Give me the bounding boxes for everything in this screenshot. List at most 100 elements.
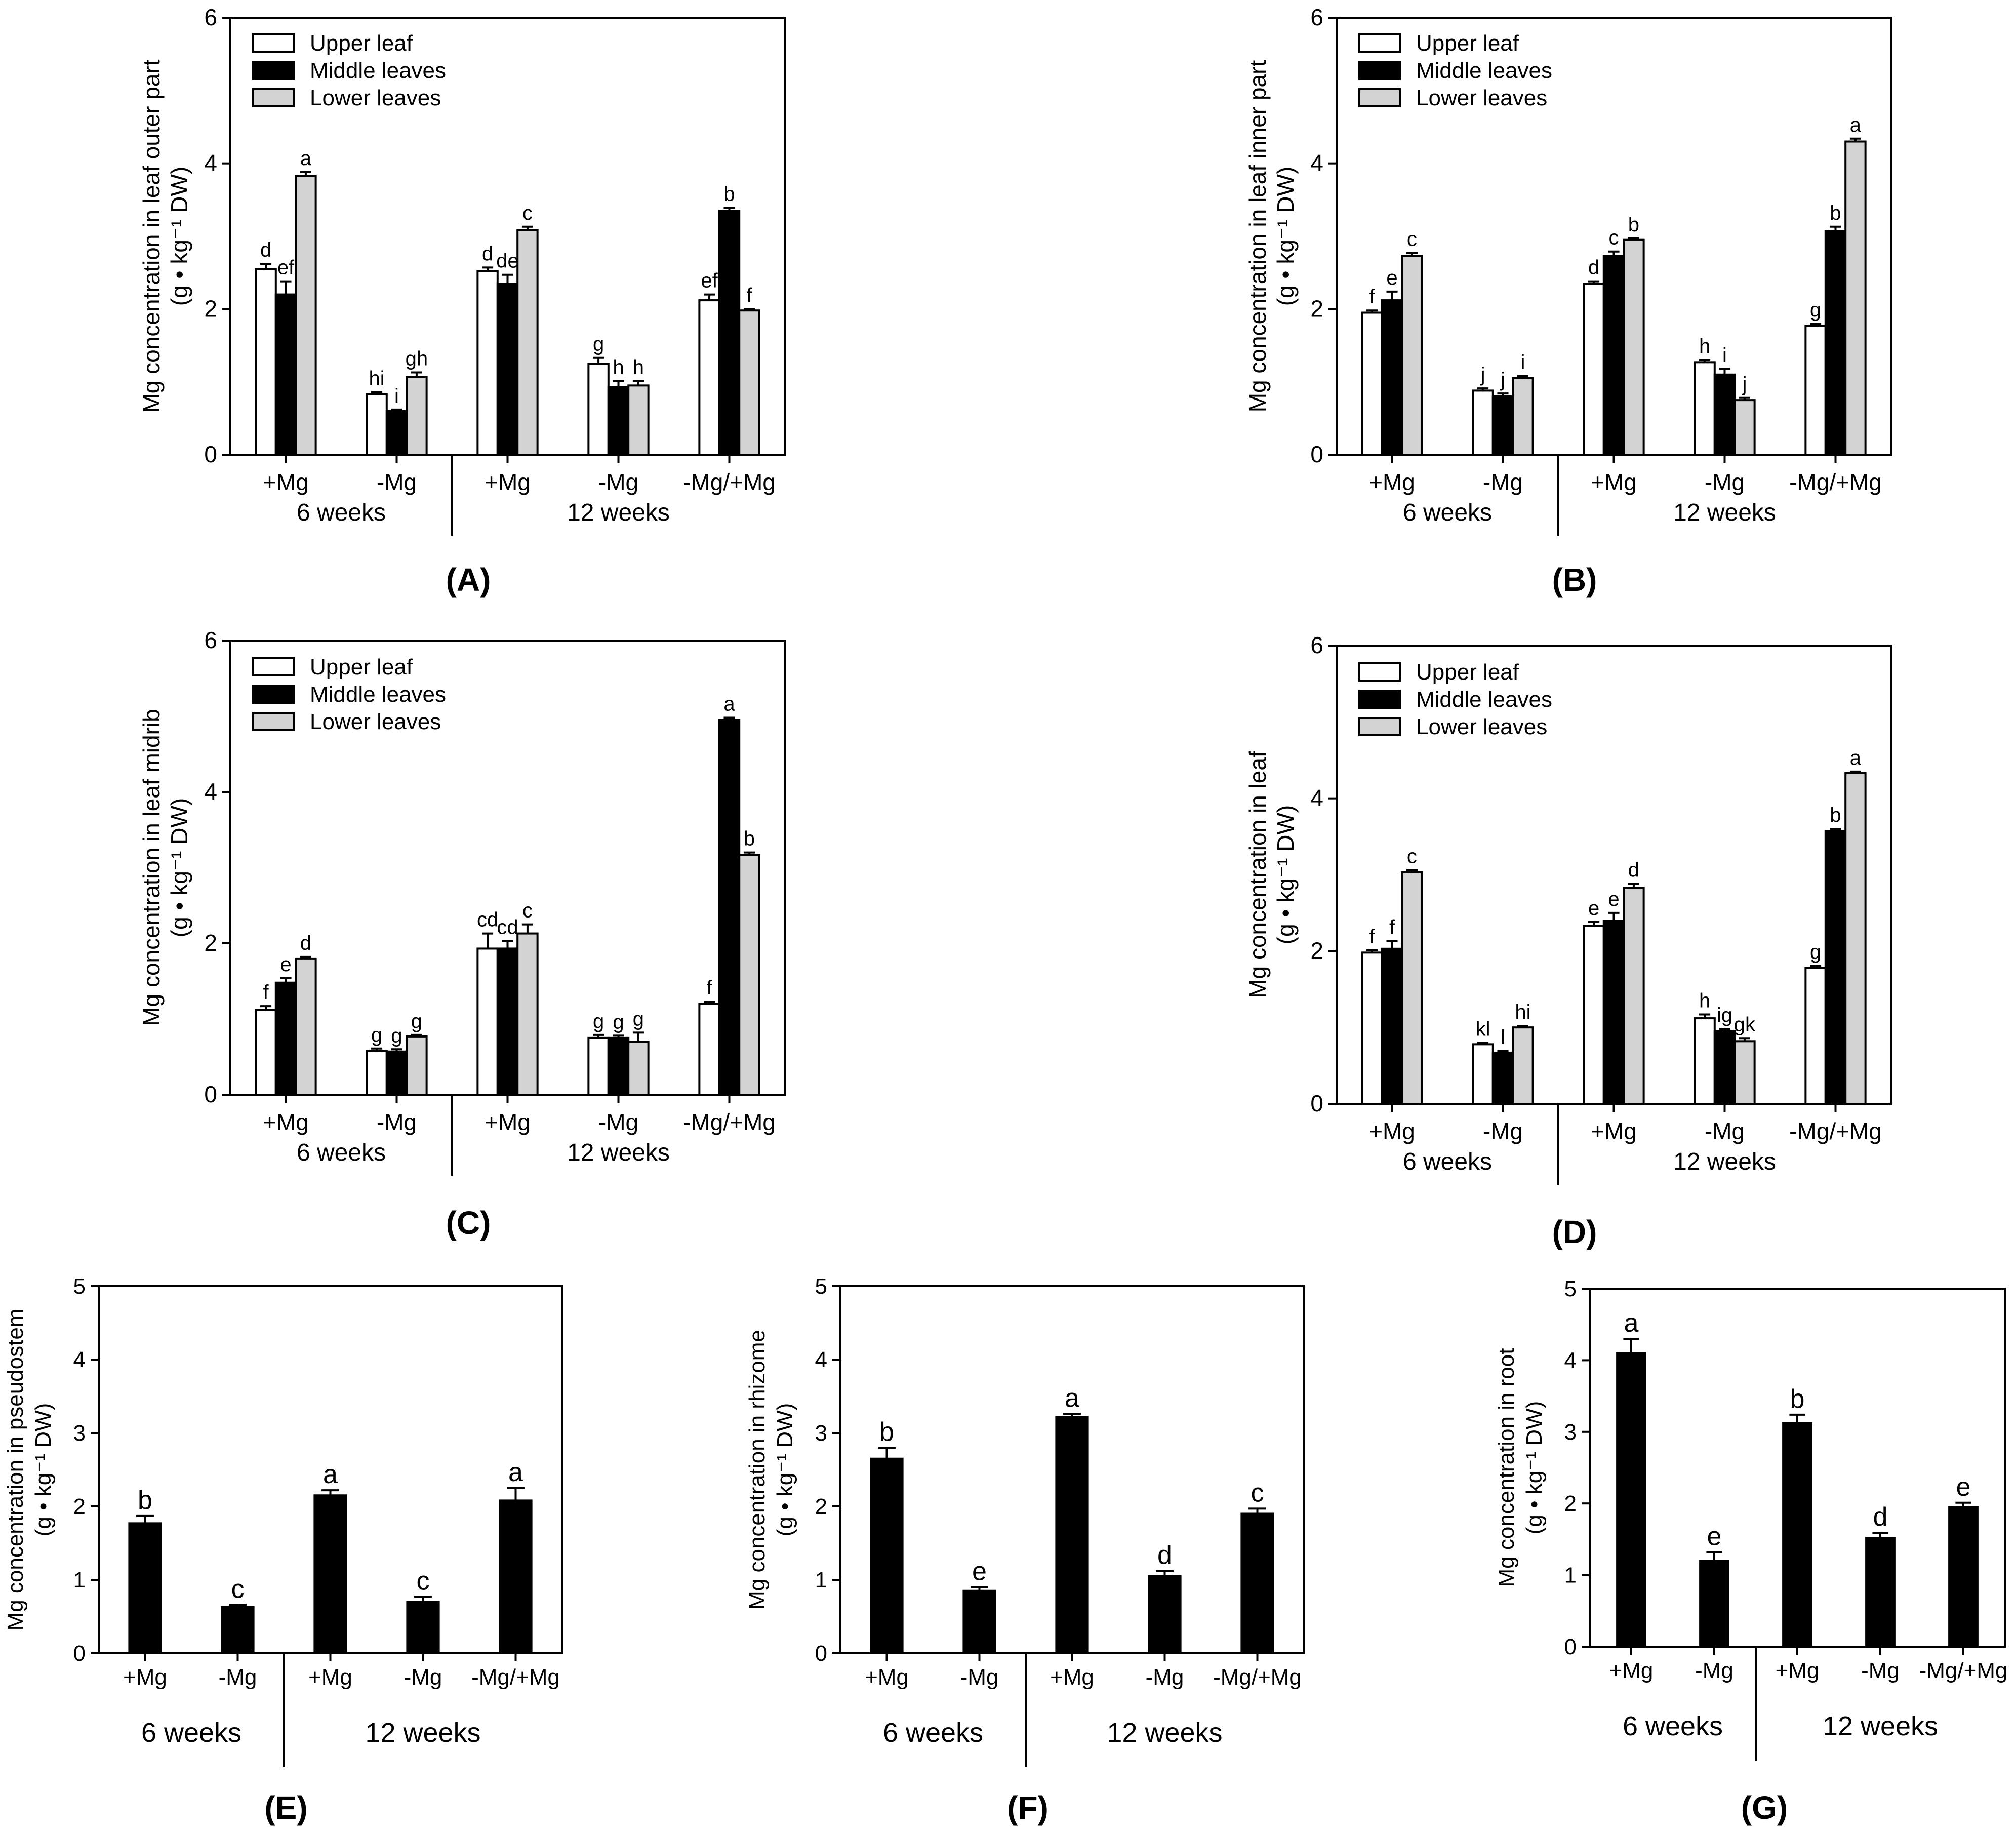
significance-letter: gh — [406, 347, 428, 370]
significance-letter: b — [723, 183, 735, 205]
significance-letter: a — [323, 1460, 338, 1489]
bar — [1512, 1026, 1534, 1105]
y-tick-label: 2 — [1310, 937, 1323, 964]
x-tick-label: -Mg — [598, 469, 638, 495]
bar — [1381, 947, 1403, 1105]
significance-letter: d — [260, 239, 271, 261]
y-tick-label: 5 — [1564, 1277, 1577, 1301]
x-tick-label: +Mg — [1050, 1665, 1094, 1690]
group-label: 12 weeks — [1107, 1718, 1222, 1748]
y-tick-label: 6 — [1310, 632, 1323, 658]
bar — [1824, 830, 1847, 1105]
y-tick-label: 2 — [204, 295, 217, 322]
y-axis-unit: (g • kg⁻¹ DW) — [773, 1403, 797, 1537]
x-tick-label: -Mg — [377, 469, 417, 495]
significance-letter: i — [394, 385, 399, 407]
group-label: 6 weeks — [1623, 1711, 1723, 1741]
bar — [1472, 1043, 1494, 1105]
significance-letter: d — [1628, 859, 1639, 882]
y-tick-label: 6 — [204, 627, 217, 653]
y-tick-label: 2 — [815, 1494, 827, 1519]
significance-letter: b — [1830, 804, 1841, 826]
x-tick-label: +Mg — [485, 469, 531, 495]
x-tick-label: +Mg — [123, 1665, 167, 1690]
y-tick-label: 4 — [1310, 150, 1323, 176]
bar — [496, 947, 519, 1096]
y-axis-label: Mg concentration in leaf midrib — [138, 709, 165, 1026]
significance-letter: a — [1850, 747, 1862, 769]
group-label: 6 weeks — [1403, 499, 1492, 526]
bar — [962, 1589, 996, 1654]
bar — [738, 309, 760, 456]
bar — [1602, 255, 1625, 456]
bar — [406, 1601, 440, 1654]
bar — [1361, 951, 1383, 1105]
x-tick-label: +Mg — [485, 1109, 531, 1135]
y-tick-label: 4 — [815, 1347, 827, 1372]
legend-swatch — [1358, 717, 1401, 736]
significance-letter: c — [417, 1566, 430, 1596]
y-tick-label: 3 — [815, 1421, 827, 1446]
bar — [476, 947, 499, 1096]
bar — [718, 719, 741, 1096]
panel-label: (C) — [446, 1205, 491, 1241]
bar — [1401, 871, 1423, 1105]
significance-letter: f — [707, 977, 713, 999]
y-tick-label: 0 — [1564, 1634, 1577, 1659]
legend-swatch — [252, 712, 295, 731]
panel-label: (D) — [1552, 1214, 1597, 1250]
significance-letter: a — [1850, 114, 1862, 136]
bar — [1865, 1537, 1896, 1648]
chart-panel-3: 0 2 4 6 Mg concentration in leaf midrib (g • … — [138, 627, 786, 1241]
significance-letter: g — [411, 1010, 422, 1032]
legend-label: Lower leaves — [1416, 714, 1547, 739]
bar — [295, 957, 317, 1096]
y-axis-unit: (g • kg⁻¹ DW) — [1272, 167, 1299, 306]
significance-letter: f — [1369, 286, 1376, 308]
x-tick-label: +Mg — [263, 1109, 309, 1135]
y-axis-unit: (g • kg⁻¹ DW) — [1272, 805, 1299, 944]
significance-letter: c — [231, 1574, 245, 1604]
significance-letter: a — [1624, 1308, 1639, 1338]
significance-letter: f — [1369, 926, 1376, 948]
bar — [1623, 887, 1645, 1105]
significance-letter: i — [1520, 351, 1525, 374]
bar — [385, 410, 408, 456]
y-axis-unit: (g • kg⁻¹ DW) — [166, 167, 192, 306]
x-tick-label: +Mg — [308, 1665, 352, 1690]
bar — [1401, 255, 1423, 456]
x-tick-label: +Mg — [263, 469, 309, 495]
significance-letter: b — [138, 1486, 152, 1515]
x-tick-label: -Mg/+Mg — [1919, 1658, 2008, 1683]
significance-letter: e — [1386, 267, 1397, 289]
x-tick-label: -Mg — [1695, 1658, 1733, 1683]
y-axis-label: Mg concentration in pseudostem — [3, 1309, 28, 1631]
bar — [718, 210, 741, 456]
bar — [1512, 377, 1534, 456]
bar — [1055, 1416, 1089, 1655]
group-label: 12 weeks — [1673, 1148, 1776, 1175]
significance-letter: g — [371, 1024, 382, 1046]
legend-swatch — [1358, 662, 1401, 682]
significance-letter: c — [522, 900, 533, 922]
significance-letter: h — [613, 356, 624, 379]
significance-letter: de — [496, 250, 519, 272]
x-tick-label: -Mg — [960, 1665, 999, 1690]
legend-swatch — [252, 88, 295, 107]
bar — [607, 386, 630, 456]
group-label: 12 weeks — [1823, 1711, 1938, 1741]
x-tick-label: -Mg/+Mg — [1789, 1118, 1882, 1144]
significance-letter: kl — [1476, 1018, 1490, 1040]
legend-label: Upper leaf — [1416, 31, 1519, 56]
significance-letter: b — [1790, 1384, 1805, 1414]
bar — [1948, 1506, 1979, 1648]
y-tick-label: 1 — [1564, 1563, 1577, 1588]
bar — [607, 1036, 630, 1096]
significance-letter: e — [972, 1557, 987, 1586]
legend-swatch — [252, 657, 295, 676]
significance-letter: h — [1699, 990, 1710, 1012]
bar — [1782, 1422, 1812, 1648]
y-tick-label: 4 — [1310, 785, 1323, 811]
significance-letter: d — [482, 243, 493, 265]
